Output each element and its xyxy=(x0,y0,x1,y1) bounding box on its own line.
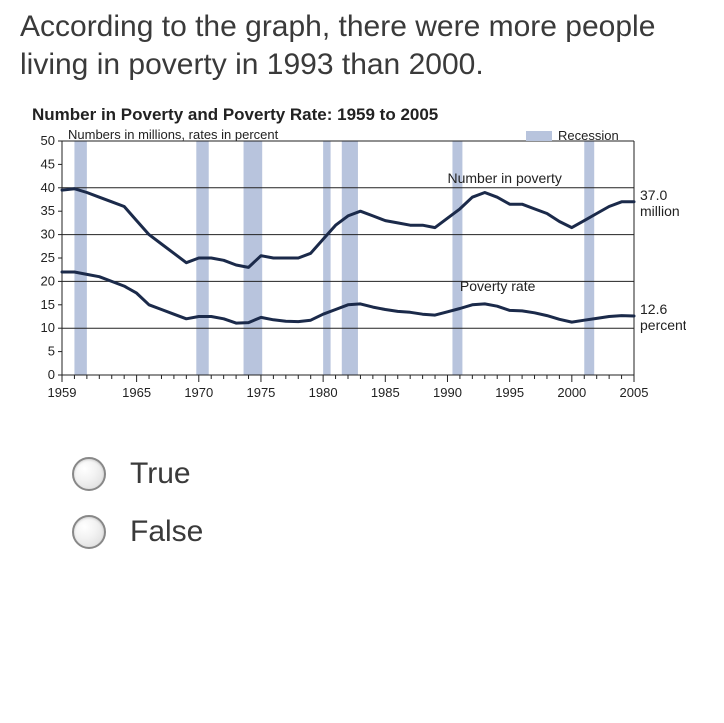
y-tick-label: 15 xyxy=(41,297,55,312)
end-label-number-unit: million xyxy=(640,203,680,219)
poverty-chart: 0 5 10 15 20 25 30 35 40 45 50 1959 1965 1970 1975 1980… xyxy=(26,127,686,417)
chart-container: Number in Poverty and Poverty Rate: 1959… xyxy=(26,105,686,417)
y-tick-label: 45 xyxy=(41,156,55,171)
recession-band xyxy=(323,141,330,375)
x-tick-label: 1990 xyxy=(433,385,462,400)
radio-icon xyxy=(72,515,106,549)
y-tick-label: 0 xyxy=(48,367,55,382)
option-true[interactable]: True xyxy=(72,457,704,491)
x-tick-label: 2005 xyxy=(620,385,649,400)
y-tick-label: 20 xyxy=(41,273,55,288)
question-text: According to the graph, there were more … xyxy=(20,8,704,83)
end-label-number-value: 37.0 xyxy=(640,187,667,203)
y-tick-label: 10 xyxy=(41,320,55,335)
recession-band xyxy=(584,141,594,375)
option-false-label: False xyxy=(130,515,203,549)
recession-band xyxy=(74,141,86,375)
legend-label: Recession xyxy=(558,128,619,143)
end-label-rate-unit: percent xyxy=(640,317,686,333)
y-tick-label: 25 xyxy=(41,250,55,265)
chart-title: Number in Poverty and Poverty Rate: 1959… xyxy=(32,105,686,125)
x-tick-label: 1985 xyxy=(371,385,400,400)
option-true-label: True xyxy=(130,457,191,491)
x-tick-label: 1965 xyxy=(122,385,151,400)
y-tick-label: 50 xyxy=(41,133,55,148)
recession-band xyxy=(342,141,358,375)
series-rate-label: Poverty rate xyxy=(460,278,536,294)
y-tick-label: 5 xyxy=(48,344,55,359)
x-tick-label: 1970 xyxy=(184,385,213,400)
x-tick-label: 1959 xyxy=(48,385,77,400)
series-number-label: Number in poverty xyxy=(447,170,561,186)
x-tick-label: 1995 xyxy=(495,385,524,400)
x-tick-label: 2000 xyxy=(557,385,586,400)
end-label-rate-value: 12.6 xyxy=(640,301,667,317)
option-false[interactable]: False xyxy=(72,515,704,549)
x-tick-label: 1980 xyxy=(309,385,338,400)
x-tick-label: 1975 xyxy=(246,385,275,400)
legend-swatch xyxy=(526,131,552,141)
y-tick-label: 35 xyxy=(41,203,55,218)
chart-subtitle: Numbers in millions, rates in percent xyxy=(68,127,279,142)
y-tick-label: 30 xyxy=(41,227,55,242)
answer-options: True False xyxy=(72,457,704,549)
radio-icon xyxy=(72,457,106,491)
y-tick-label: 40 xyxy=(41,180,55,195)
